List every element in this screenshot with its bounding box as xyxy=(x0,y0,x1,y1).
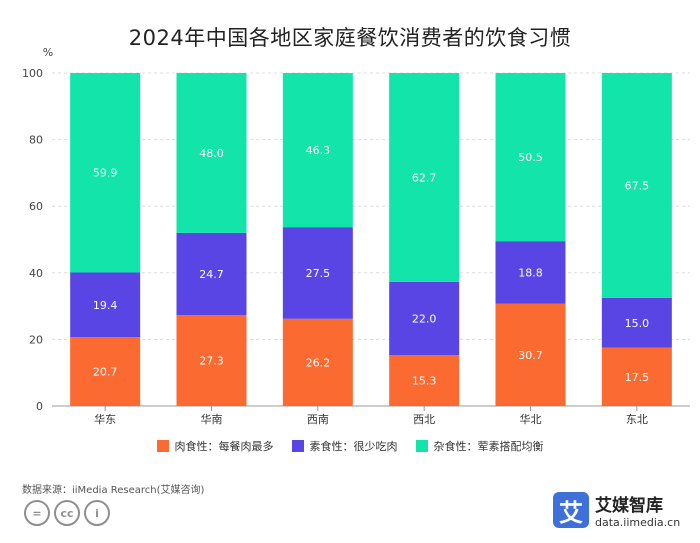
brand-block: 艾 艾媒智库 data.iimedia.cn xyxy=(553,491,680,529)
bar-segment-2-0 xyxy=(282,318,353,406)
bar-segment-1-2 xyxy=(176,73,247,233)
y-axis-unit-label: % xyxy=(43,46,53,59)
data-label-1-1: 24.7 xyxy=(199,268,224,281)
bar-segment-3-0 xyxy=(389,355,460,406)
data-label-0-1: 19.4 xyxy=(93,299,118,312)
bar-segment-4-1 xyxy=(495,241,566,304)
legend-swatch-omnivore xyxy=(415,440,428,452)
y-tick-label-100: 100 xyxy=(22,67,43,80)
x-tick-label-3: 西北 xyxy=(413,413,435,426)
creative-commons-badges: = cc i xyxy=(24,500,110,526)
data-label-2-1: 27.5 xyxy=(306,267,331,280)
data-label-4-2: 50.5 xyxy=(518,151,543,164)
legend-label-vegetarian: 素食性：很少吃肉 xyxy=(309,440,398,453)
bar-segment-0-1 xyxy=(70,272,141,338)
legend-item-omnivore[interactable]: 杂食性：荤素搭配均衡 xyxy=(415,438,544,454)
data-label-5-1: 15.0 xyxy=(625,317,650,330)
bar-segment-3-2 xyxy=(389,73,460,282)
bar-segment-4-0 xyxy=(495,303,566,406)
data-label-2-2: 46.3 xyxy=(306,144,331,157)
data-label-3-0: 15.3 xyxy=(412,375,437,388)
data-source: 数据来源：iiMedia Research(艾媒咨询) xyxy=(22,485,205,496)
data-label-0-0: 20.7 xyxy=(93,366,118,379)
data-label-5-0: 17.5 xyxy=(625,371,650,384)
legend-swatch-vegetarian xyxy=(291,440,304,452)
legend-label-meat: 肉食性：每餐肉最多 xyxy=(174,440,274,453)
brand-logo-icon: 艾 xyxy=(553,492,589,528)
data-label-5-2: 67.5 xyxy=(625,179,650,192)
bar-segment-0-2 xyxy=(70,73,141,273)
bar-segment-0-0 xyxy=(70,337,141,406)
data-label-1-2: 48.0 xyxy=(199,147,224,160)
x-tick-label-0: 华东 xyxy=(94,412,116,426)
y-tick-label-80: 80 xyxy=(29,134,43,147)
x-tick-label-5: 东北 xyxy=(626,413,648,426)
bar-segment-4-2 xyxy=(495,73,566,242)
x-tick-label-4: 华北 xyxy=(520,412,542,426)
brand-name: 艾媒智库 xyxy=(595,496,663,516)
legend-swatch-meat xyxy=(156,440,169,452)
legend-item-vegetarian[interactable]: 素食性：很少吃肉 xyxy=(291,438,398,454)
legend-label-omnivore: 杂食性：荤素搭配均衡 xyxy=(433,440,544,453)
bar-segment-5-1 xyxy=(601,297,672,348)
legend-item-meat[interactable]: 肉食性：每餐肉最多 xyxy=(156,438,274,454)
data-label-2-0: 26.2 xyxy=(306,356,331,369)
data-label-3-1: 22.0 xyxy=(412,312,437,325)
x-tick-label-2: 西南 xyxy=(307,413,329,426)
bar-segment-1-1 xyxy=(176,232,247,316)
brand-url: data.iimedia.cn xyxy=(595,516,681,529)
y-tick-label-60: 60 xyxy=(29,200,43,213)
y-tick-label-40: 40 xyxy=(29,267,43,280)
bar-segment-5-0 xyxy=(601,347,672,406)
bar-segment-5-2 xyxy=(601,73,672,298)
chart-legend: 肉食性：每餐肉最多 素食性：很少吃肉 杂食性：荤素搭配均衡 xyxy=(0,438,700,454)
bar-segment-1-0 xyxy=(176,315,247,406)
bar-segment-2-1 xyxy=(282,227,353,319)
cc-icon: cc xyxy=(54,500,80,526)
data-label-3-2: 62.7 xyxy=(412,171,437,184)
y-tick-label-20: 20 xyxy=(29,333,43,346)
data-label-0-2: 59.9 xyxy=(93,167,118,180)
attribution-icon: i xyxy=(84,500,110,526)
x-tick-label-1: 华南 xyxy=(201,412,223,426)
chart-title: 2024年中国各地区家庭餐饮消费者的饮食习惯 xyxy=(128,26,572,50)
data-label-4-1: 18.8 xyxy=(518,266,543,279)
bar-segment-3-1 xyxy=(389,281,460,356)
data-label-1-0: 27.3 xyxy=(199,355,224,368)
equal-icon: = xyxy=(24,500,50,526)
y-tick-label-0: 0 xyxy=(36,400,43,413)
data-label-4-0: 30.7 xyxy=(518,349,543,362)
bar-segment-2-2 xyxy=(282,73,353,228)
stacked-bar-chart: % 0 20 40 60 80 100 20.7 19.4 59.9 华东 27.3 24.7 48.0 华… xyxy=(22,46,690,426)
